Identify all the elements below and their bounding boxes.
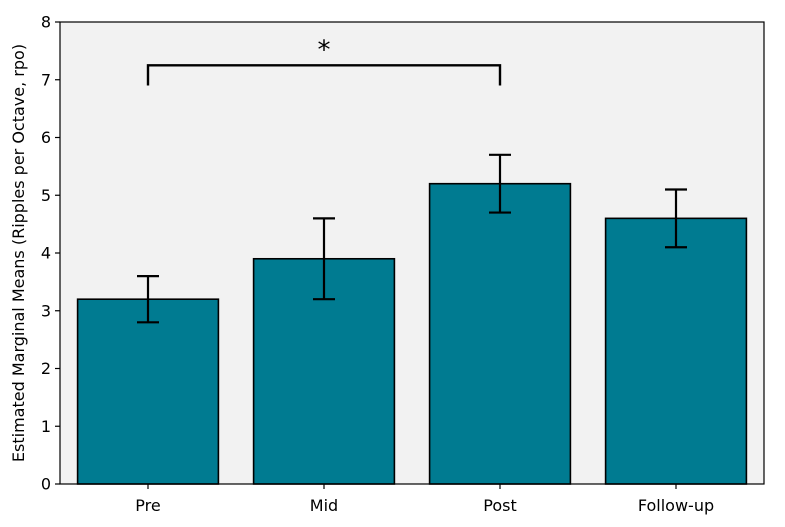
y-tick-label: 2 xyxy=(41,359,51,378)
error-bar-pre xyxy=(137,275,159,324)
error-bar-follow-up xyxy=(665,188,687,249)
y-axis-label: Estimated Marginal Means (Ripples per Oc… xyxy=(9,44,28,462)
bar-follow-up xyxy=(604,217,748,485)
bar-post xyxy=(428,182,572,485)
y-tick-label: 0 xyxy=(41,475,51,494)
error-bar-post xyxy=(489,153,511,214)
error-bar-mid xyxy=(313,217,335,301)
y-tick-label: 3 xyxy=(41,301,51,320)
significance-bracket xyxy=(146,64,502,86)
y-tick-label: 6 xyxy=(41,128,51,147)
x-tick-label: Follow-up xyxy=(638,496,714,515)
y-tick-label: 7 xyxy=(41,70,51,89)
x-tick-label: Post xyxy=(483,496,516,515)
x-tick-label: Pre xyxy=(135,496,160,515)
significance-marker: * xyxy=(318,35,331,65)
y-tick-label: 8 xyxy=(41,13,51,32)
y-tick-label: 1 xyxy=(41,417,51,436)
x-tick-label: Mid xyxy=(310,496,338,515)
bar-pre xyxy=(76,298,220,485)
y-tick-label: 4 xyxy=(41,244,51,263)
y-tick-label: 5 xyxy=(41,186,51,205)
